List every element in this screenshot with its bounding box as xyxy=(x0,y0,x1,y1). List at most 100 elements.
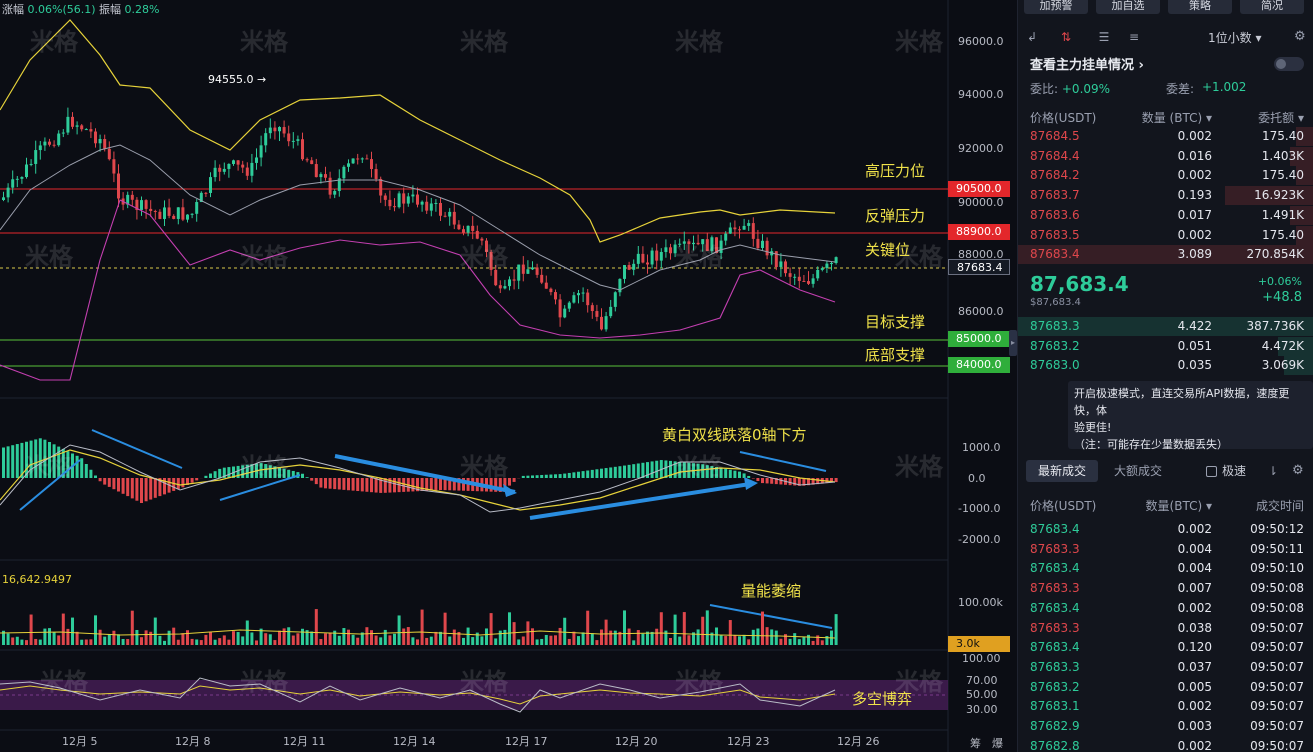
ask-row[interactable]: 87684.2 0.002 175.40 xyxy=(1018,166,1313,186)
macd-bar xyxy=(443,478,447,491)
volume-bar xyxy=(471,637,475,645)
candle-body xyxy=(581,292,585,294)
macd-bar xyxy=(57,446,61,478)
candle-body xyxy=(342,166,346,179)
trade-qty: 0.004 xyxy=(1177,541,1212,556)
candle-body xyxy=(531,267,534,270)
tab-latest-trades[interactable]: 最新成交 xyxy=(1026,460,1098,482)
macd-bar xyxy=(360,478,364,492)
main-force-link[interactable]: 查看主力挂单情况 › xyxy=(1030,58,1144,73)
trade-time: 09:50:10 xyxy=(1250,561,1304,576)
trade-price: 87683.4 xyxy=(1030,640,1080,655)
orderbook-both-icon[interactable]: ⇅ xyxy=(1060,30,1072,44)
volume-bar xyxy=(701,616,705,645)
trades-gear-icon[interactable]: ⚙ xyxy=(1292,463,1304,478)
macd-bar xyxy=(655,460,659,478)
candle-body xyxy=(742,225,746,230)
chart-canvas[interactable]: 米格 米格 米格 米格 米格 米格 米格 米格 米格 米格 米格 米格 米格 米… xyxy=(0,0,1010,752)
add-alert-button[interactable]: 加预警 xyxy=(1024,0,1088,14)
candle-body xyxy=(600,316,603,330)
trade-price: 87683.3 xyxy=(1030,581,1080,596)
panel-collapse-handle[interactable]: ▸ xyxy=(1009,330,1017,356)
return-icon[interactable]: ↲ xyxy=(1026,30,1038,44)
macd-bar xyxy=(429,478,433,491)
svg-text:12月 8: 12月 8 xyxy=(175,735,211,748)
ask-row[interactable]: 87684.5 0.002 175.40 xyxy=(1018,127,1313,146)
svg-text:96000.0: 96000.0 xyxy=(958,35,1004,48)
candle-body xyxy=(80,125,84,130)
ask-row[interactable]: 87683.7 0.193 16.923K xyxy=(1018,186,1313,206)
macd-bar xyxy=(34,439,38,478)
candle-body xyxy=(471,225,475,231)
macd-bar xyxy=(388,478,392,493)
fast-mode-checkbox[interactable] xyxy=(1206,466,1217,477)
candle-body xyxy=(402,193,406,204)
volume-bar xyxy=(172,627,176,645)
ann-bottom-support: 底部支撑 xyxy=(865,346,925,364)
bid-row[interactable]: 87683.3 4.422 387.736K xyxy=(1018,317,1313,336)
ask-row[interactable]: 87683.4 3.089 270.854K xyxy=(1018,245,1313,265)
candle-body xyxy=(268,127,272,134)
svg-text:0.0: 0.0 xyxy=(968,472,986,485)
volume-bar xyxy=(43,628,47,645)
tab-big-trades[interactable]: 大额成交 xyxy=(1114,464,1163,478)
volume-bar xyxy=(195,639,199,645)
candle-body xyxy=(420,201,424,205)
volume-bar xyxy=(351,634,355,645)
trade-qty: 0.004 xyxy=(1177,561,1212,576)
macd-bar xyxy=(351,478,355,491)
add-favorite-button[interactable]: 加自选 xyxy=(1096,0,1160,14)
tr-col-qty[interactable]: 数量(BTC) ▾ xyxy=(1145,499,1212,513)
sort-icon[interactable]: ⇂ xyxy=(1268,464,1279,478)
ask-row[interactable]: 87683.5 0.002 175.40 xyxy=(1018,225,1313,245)
volume-bar xyxy=(250,632,254,645)
orderbook-list-icon[interactable]: ☰ xyxy=(1098,30,1110,44)
ob-col-qty[interactable]: 数量 (BTC) ▾ xyxy=(1141,111,1212,125)
svg-text:12月 11: 12月 11 xyxy=(283,735,326,748)
candle-body xyxy=(540,274,544,283)
overview-button[interactable]: 简况 xyxy=(1240,0,1304,14)
svg-text:88000.0: 88000.0 xyxy=(958,248,1004,261)
svg-text:米格: 米格 xyxy=(895,453,944,481)
volume-bar xyxy=(439,631,442,645)
candle-body xyxy=(590,305,594,312)
candle-body xyxy=(153,210,157,212)
gear-icon[interactable]: ⚙ xyxy=(1294,29,1306,44)
boll-lower xyxy=(0,199,836,381)
volume-ma xyxy=(0,629,836,639)
bid-row[interactable]: 87683.0 0.035 3.069K xyxy=(1018,356,1313,376)
svg-text:米格: 米格 xyxy=(895,243,944,271)
volume-bar xyxy=(526,621,530,645)
decimal-select[interactable]: 1位小数 ▾ xyxy=(1208,31,1262,45)
macd-bar xyxy=(710,466,714,478)
volume-bar xyxy=(696,629,700,645)
change-label: 涨幅 xyxy=(2,3,24,16)
ask-row[interactable]: 87683.6 0.017 1.491K xyxy=(1018,205,1313,225)
fast-mode-label: 极速 xyxy=(1222,464,1247,478)
candle-body xyxy=(98,138,102,144)
kline-chart[interactable]: 米格 米格 米格 米格 米格 米格 米格 米格 米格 米格 米格 米格 米格 米… xyxy=(0,0,1010,752)
volume-bar xyxy=(816,635,820,645)
svg-text:1000.0: 1000.0 xyxy=(962,441,1001,454)
candle-body xyxy=(494,269,498,286)
candle-body xyxy=(181,207,185,220)
macd-bar xyxy=(15,444,19,478)
orderbook-bids-icon[interactable]: ≡ xyxy=(1128,30,1140,44)
osc-line-2 xyxy=(0,677,836,713)
candle-body xyxy=(29,163,33,165)
ob-col-amount[interactable]: 委托额 ▾ xyxy=(1258,111,1304,125)
macd-bar xyxy=(222,467,226,478)
macd-bar xyxy=(195,478,199,481)
svg-text:米格: 米格 xyxy=(460,28,509,56)
volume-bar xyxy=(489,613,493,645)
strategy-button[interactable]: 策略 xyxy=(1168,0,1232,14)
macd-bar xyxy=(186,478,189,485)
ask-qty: 0.017 xyxy=(1177,207,1212,222)
ask-row[interactable]: 87684.4 0.016 1.403K xyxy=(1018,146,1313,166)
bid-row[interactable]: 87683.2 0.051 4.472K xyxy=(1018,336,1313,356)
macd-bar xyxy=(779,478,783,485)
candle-body xyxy=(319,174,323,178)
candle-body xyxy=(659,251,663,261)
main-force-toggle[interactable] xyxy=(1274,57,1304,71)
volume-bar xyxy=(149,631,153,645)
